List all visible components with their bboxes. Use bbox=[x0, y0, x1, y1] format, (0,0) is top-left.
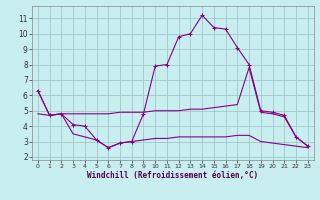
X-axis label: Windchill (Refroidissement éolien,°C): Windchill (Refroidissement éolien,°C) bbox=[87, 171, 258, 180]
